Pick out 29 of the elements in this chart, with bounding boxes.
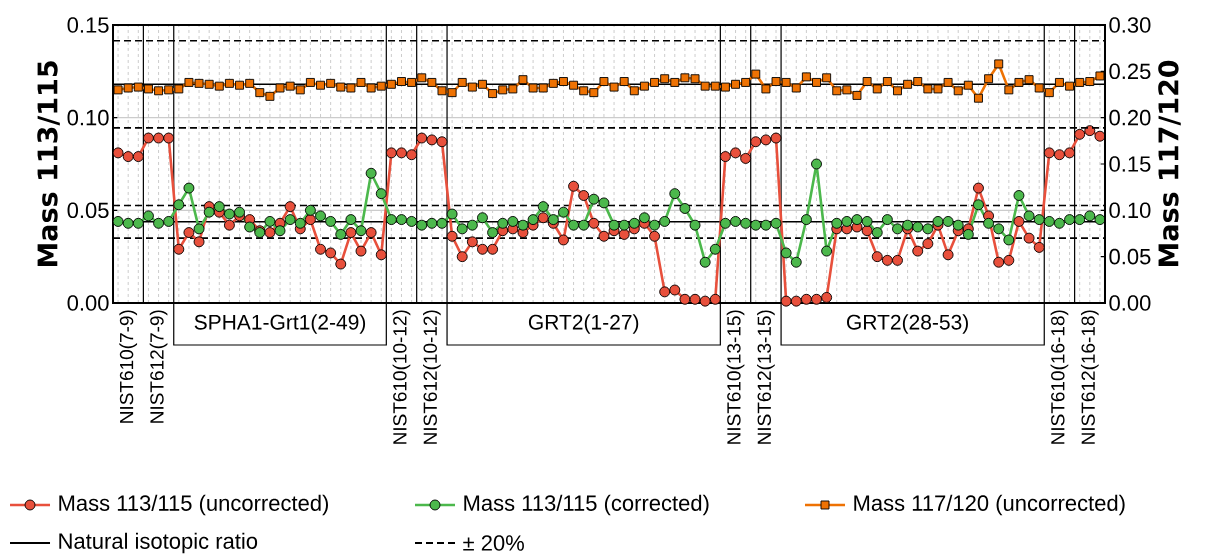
x-tick-label: NIST610(13-15) xyxy=(726,310,745,444)
legend-label: Mass 117/120 (uncorrected) xyxy=(854,494,1125,516)
x-tick-label: NIST612(13-15) xyxy=(757,310,775,444)
y-tick-label: 0.05 xyxy=(67,202,109,219)
y2-tick-label: 0.05 xyxy=(1109,248,1151,265)
y-tick-label: 0.10 xyxy=(67,109,109,126)
x-tick-label: NIST610(10-12) xyxy=(392,310,411,444)
y-tick-label: 0.00 xyxy=(67,295,109,311)
y2-tick-label: 0.00 xyxy=(1109,295,1151,311)
y2-tick-label: 0.25 xyxy=(1109,63,1151,80)
x-tick-label: NIST610(7-9) xyxy=(119,310,138,423)
x-tick-label: NIST612(10-12) xyxy=(423,310,441,444)
legend-label: Natural isotopic ratio xyxy=(59,532,258,554)
y2-tick-label: 0.30 xyxy=(1109,17,1151,33)
y-tick-label: 0.15 xyxy=(67,17,109,33)
y2-tick-label: 0.15 xyxy=(1109,156,1151,172)
x-tick-label: NIST612(16-18) xyxy=(1080,310,1099,444)
legend-label: Mass 113/115 (corrected) xyxy=(464,494,709,516)
x-tick-label: NIST610(16-18) xyxy=(1050,310,1069,444)
y2-tick-label: 0.10 xyxy=(1109,202,1151,219)
x-tick-label: GRT2(28-53) xyxy=(847,314,968,334)
legend-label: Mass 113/115 (uncorrected) xyxy=(59,494,329,516)
y-axis-title: Mass 113/115 xyxy=(37,61,60,267)
x-tick-label: GRT2(1-27) xyxy=(528,314,639,334)
text: ± 20% xyxy=(463,535,524,551)
y2-axis-title: Mass 117/120 xyxy=(1158,60,1181,267)
x-tick-label: SPHA1-Grt1(2-49) xyxy=(194,314,366,334)
x-tick-label: NIST612(7-9) xyxy=(149,310,168,423)
y2-tick-label: 0.20 xyxy=(1109,109,1151,126)
